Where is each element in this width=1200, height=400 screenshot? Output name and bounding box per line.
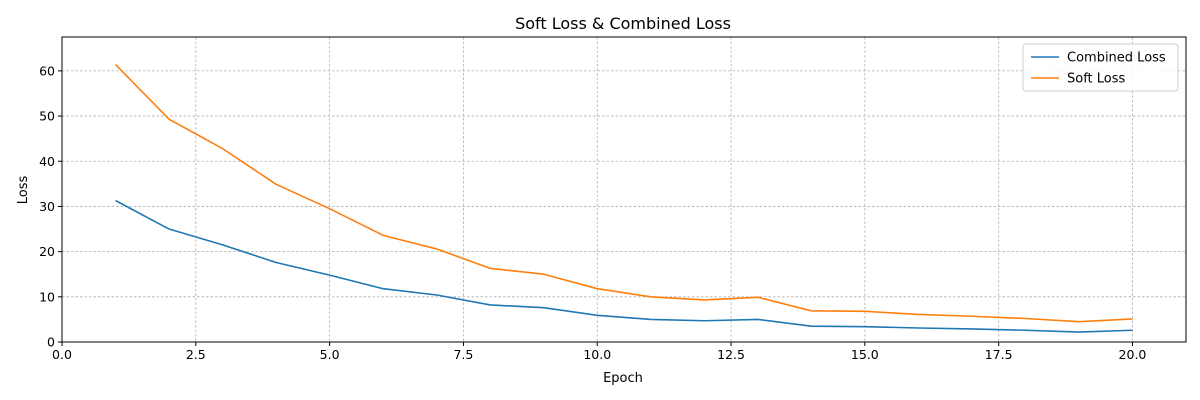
chart-title: Soft Loss & Combined Loss bbox=[515, 14, 731, 33]
y-tick-label: 30 bbox=[39, 199, 55, 214]
y-axis-label: Loss bbox=[16, 176, 31, 205]
legend-label-combined-loss: Combined Loss bbox=[1067, 51, 1166, 66]
x-axis-ticks: 0.0 2.5 5.0 7.5 10.0 12.5 15.0 17.5 20.0 bbox=[52, 342, 1146, 362]
plot-frame bbox=[61, 36, 1187, 343]
series-lines bbox=[114, 64, 1133, 333]
x-tick-label: 10.0 bbox=[583, 347, 611, 362]
y-tick-label: 40 bbox=[39, 154, 55, 169]
series-line-soft-loss bbox=[114, 64, 1133, 323]
legend-label-soft-loss: Soft Loss bbox=[1067, 72, 1126, 87]
x-tick-label: 15.0 bbox=[851, 347, 879, 362]
x-axis-label: Epoch bbox=[603, 371, 643, 386]
x-tick-label: 7.5 bbox=[453, 347, 473, 362]
legend-box bbox=[1022, 43, 1179, 92]
y-axis-ticks: 0 10 20 30 40 50 60 bbox=[39, 63, 62, 350]
y-tick-label: 50 bbox=[39, 109, 55, 124]
y-tick-label: 60 bbox=[39, 63, 55, 78]
x-tick-label: 12.5 bbox=[717, 347, 745, 362]
y-tick-label: 20 bbox=[39, 244, 55, 259]
x-tick-label: 20.0 bbox=[1119, 347, 1147, 362]
x-tick-label: 17.5 bbox=[985, 347, 1013, 362]
y-tick-label: 0 bbox=[47, 335, 55, 350]
x-tick-label: 2.5 bbox=[186, 347, 206, 362]
legend: Combined Loss Soft Loss bbox=[1022, 43, 1179, 92]
x-tick-label: 5.0 bbox=[320, 347, 340, 362]
y-tick-label: 10 bbox=[39, 289, 55, 304]
x-tick-label: 0.0 bbox=[52, 347, 72, 362]
series-line-combined-loss bbox=[115, 199, 1133, 333]
